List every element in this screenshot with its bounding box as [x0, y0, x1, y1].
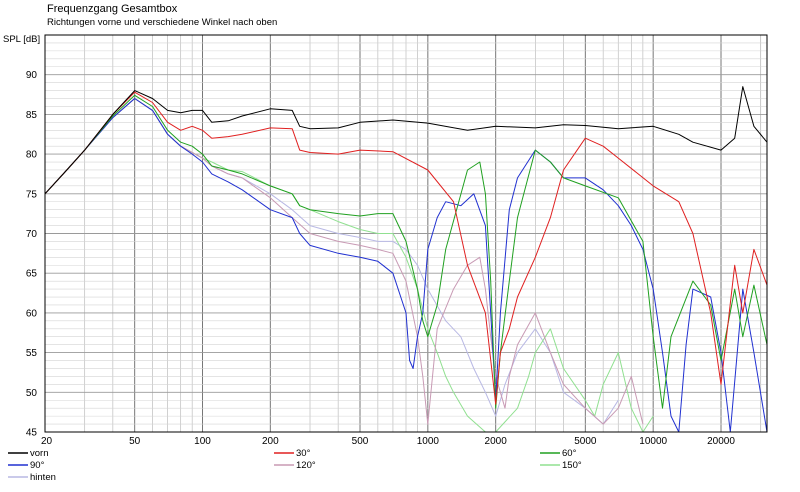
x-tick-label: 20: [41, 436, 53, 447]
x-tick-label: 10000: [639, 436, 667, 447]
y-tick-label: 80: [26, 150, 38, 161]
x-tick-label: 2000: [485, 436, 508, 447]
series-line-vorn: [44, 86, 768, 195]
series-line-30: [44, 91, 768, 405]
series-line-hinten: [44, 98, 619, 425]
x-tick-label: 100: [194, 436, 211, 447]
plot-frame: [44, 34, 768, 433]
legend-label: vorn: [30, 448, 48, 459]
legend-label: 30°: [296, 448, 311, 459]
y-tick-label: 55: [26, 348, 38, 359]
x-tick-label: 200: [262, 436, 279, 447]
grid: [45, 34, 767, 433]
legend-label: 120°: [296, 460, 316, 471]
tick-labels: 45 50 55 60 65 70 75 80 85 90 20 50 100 200 500 1000 200…: [26, 70, 735, 447]
y-tick-label: 45: [26, 428, 38, 439]
y-tick-label: 50: [26, 388, 38, 399]
chart-subtitle: Richtungen vorne und verschiedene Winkel…: [47, 17, 278, 28]
x-tick-label: 50: [129, 436, 141, 447]
x-tick-label: 1000: [417, 436, 440, 447]
y-tick-label: 75: [26, 189, 38, 200]
y-tick-label: 90: [26, 70, 38, 81]
x-tick-label: 500: [352, 436, 369, 447]
y-tick-label: 65: [26, 269, 38, 280]
y-tick-label: 70: [26, 229, 38, 240]
legend-label: 150°: [562, 460, 582, 471]
series-lines: [44, 86, 768, 433]
legend-label: 60°: [562, 448, 577, 459]
x-tick-label: 20000: [707, 436, 735, 447]
x-tick-label: 5000: [574, 436, 597, 447]
y-axis-label: SPL [dB]: [3, 34, 41, 45]
chart-title: Frequenzgang Gesamtbox: [47, 3, 178, 15]
series-line-60: [44, 94, 768, 409]
y-tick-label: 85: [26, 110, 38, 121]
legend-label: hinten: [30, 472, 56, 483]
y-tick-label: 60: [26, 308, 38, 319]
series-line-90: [44, 98, 768, 433]
legend-label: 90°: [30, 460, 45, 471]
